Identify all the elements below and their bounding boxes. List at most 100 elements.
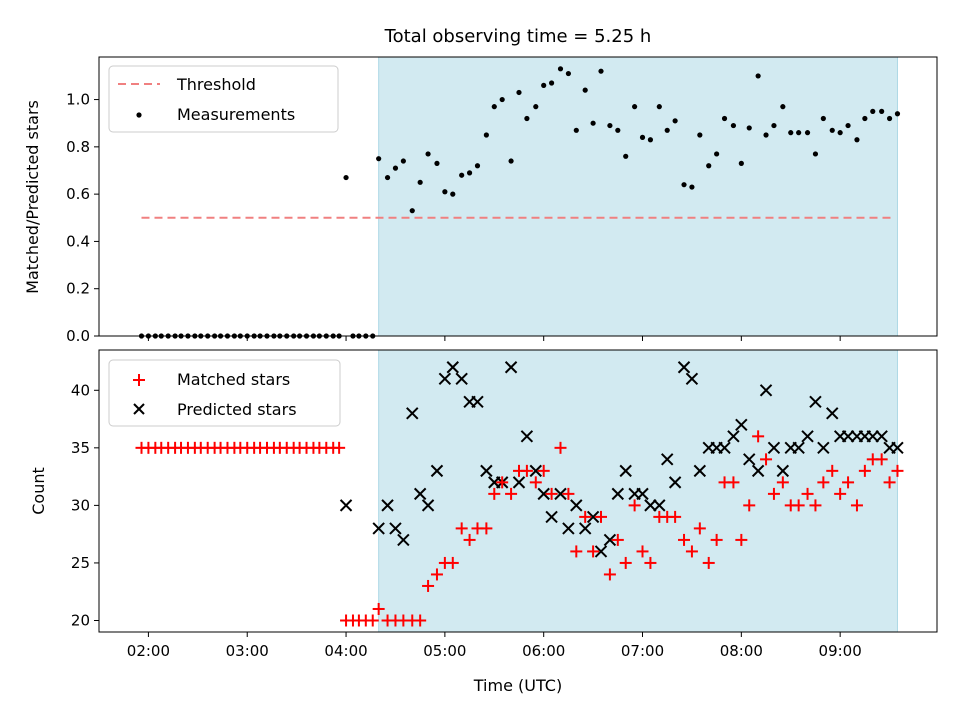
predicted-star-point — [504, 361, 518, 374]
matched-star-point — [505, 487, 518, 500]
measurement-point — [706, 163, 712, 169]
measurement-point — [812, 151, 819, 157]
count-y-axis-label: Count — [29, 467, 48, 515]
count-x-ticks: 02:00 03:00 04:00 05:00 06:00 07:00 08:00 09:00 — [127, 632, 862, 660]
matched-star-point — [735, 533, 748, 546]
ratio-legend-box — [108, 65, 339, 133]
measurement-point — [746, 125, 752, 131]
legend-predicted-label: Predicted stars — [177, 400, 297, 419]
predicted-star-point — [430, 464, 444, 478]
count-x-tick-label: 05:00 — [423, 642, 466, 660]
figure-title: Total observing time = 5.25 h — [384, 26, 652, 47]
matched-star-point — [767, 487, 780, 500]
ratio-x-ticks — [147, 336, 841, 341]
count-x-axis-label: Time (UTC) — [473, 676, 562, 695]
matched-star-point — [678, 533, 691, 546]
predicted-star-point — [372, 522, 385, 535]
matched-star-point — [710, 533, 723, 546]
predicted-star-point — [841, 430, 855, 443]
measurement-point — [434, 160, 440, 166]
predicted-star-point — [413, 487, 427, 501]
predicted-star-point — [891, 441, 904, 455]
predicted-star-point — [792, 441, 805, 455]
measurement-point — [409, 208, 415, 214]
measurement-point — [417, 179, 423, 185]
measurement-point — [763, 132, 769, 138]
predicted-star-point — [776, 464, 790, 478]
ratio-panel: 0.0 0.2 0.4 0.6 0.8 1.0 Matched/Predicted sta… — [23, 56, 938, 345]
count-x-tick-label: 09:00 — [819, 642, 862, 660]
measurement-point — [656, 104, 662, 110]
matched-star-point — [619, 556, 632, 569]
measurement-point — [639, 134, 646, 140]
matched-star-point — [801, 487, 814, 500]
measurement-point — [623, 153, 629, 159]
measurement-point — [771, 122, 777, 129]
matched-star-point — [430, 568, 443, 581]
predicted-star-point — [389, 522, 402, 535]
ratio-y-ticks: 0.0 0.2 0.4 0.6 0.8 1.0 — [66, 91, 99, 345]
matched-star-point — [826, 464, 839, 477]
matched-star-point — [529, 476, 542, 489]
ratio-plot-frame — [98, 56, 938, 337]
predicted-star-point — [421, 499, 435, 512]
measurement-point — [697, 132, 703, 138]
measurement-point — [664, 127, 670, 133]
count-x-tick-label: 04:00 — [324, 642, 367, 660]
matched-star-point — [595, 510, 608, 523]
predicted-star-point — [636, 487, 649, 501]
matched-star-point — [842, 476, 855, 489]
predicted-star-point — [735, 418, 748, 432]
matched-star-point — [562, 487, 575, 500]
matched-star-point — [446, 556, 459, 569]
measurement-point — [796, 130, 802, 136]
ratio-y-tick-label: 0.0 — [66, 327, 90, 345]
ratio-y-tick-label: 0.2 — [66, 280, 90, 298]
matched-star-point — [537, 464, 550, 477]
measurement-point — [632, 104, 638, 110]
matched-star-point — [669, 510, 682, 523]
measurement-point — [730, 122, 737, 129]
measurement-point — [483, 132, 489, 138]
measurement-point — [450, 191, 456, 197]
predicted-star-point — [743, 453, 756, 466]
matched-star-point — [850, 499, 863, 512]
ratio-y-tick-label: 0.8 — [66, 138, 90, 156]
count-legend-box — [108, 359, 341, 427]
measurement-point — [845, 122, 851, 129]
matched-star-point — [883, 476, 896, 489]
matched-star-point — [727, 476, 740, 489]
matched-star-point — [520, 464, 533, 477]
predicted-star-point — [826, 407, 839, 420]
measurement-point — [541, 82, 547, 88]
predicted-star-point — [578, 522, 592, 535]
matched-star-point — [702, 556, 715, 569]
measurement-point — [524, 115, 530, 122]
ratio-y-tick-label: 1.0 — [66, 91, 90, 109]
measurement-point — [886, 115, 893, 122]
measurement-point — [615, 127, 621, 133]
matched-star-point — [587, 545, 600, 558]
measurement-point — [548, 80, 555, 86]
matched-star-point — [480, 522, 493, 535]
predicted-star-point — [644, 499, 657, 512]
measurement-point — [400, 158, 406, 164]
measurement-point — [474, 163, 481, 169]
legend-predicted-swatch — [133, 403, 145, 415]
predicted-star-point — [406, 407, 419, 420]
matched-star-point — [685, 545, 698, 558]
matched-star-point — [611, 533, 624, 546]
matched-star-point — [875, 453, 888, 466]
matched-star-point — [644, 556, 657, 569]
predicted-star-point — [537, 487, 550, 501]
count-x-tick-label: 06:00 — [522, 642, 565, 660]
count-panel: 20 25 30 35 40 02:00 03:00 04:00 05:00 06:00 07:0… — [29, 349, 938, 695]
measurement-point — [533, 104, 539, 110]
count-y-tick-label: 20 — [71, 611, 90, 629]
measurement-point — [598, 68, 604, 74]
measurement-point — [491, 104, 497, 110]
predicted-star-point — [653, 499, 666, 512]
predicted-star-point — [438, 372, 452, 385]
ratio-y-tick-label: 0.4 — [66, 232, 90, 250]
